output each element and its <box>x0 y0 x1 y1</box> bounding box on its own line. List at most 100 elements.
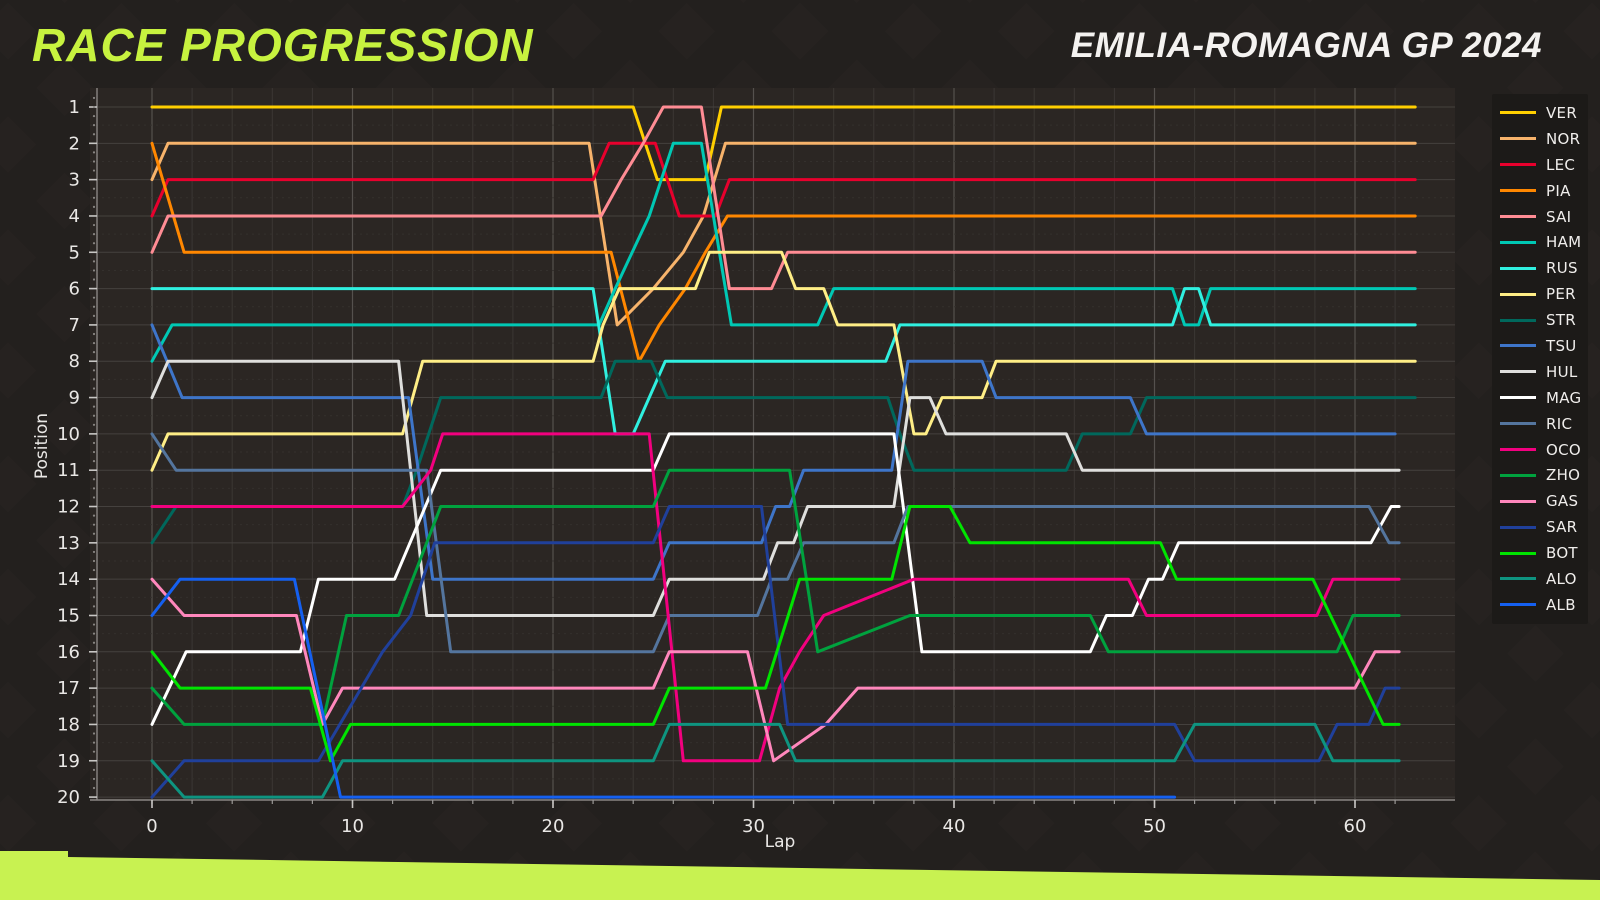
y-minor-tick-dot <box>92 405 96 408</box>
y-minor-tick-dot <box>92 169 96 172</box>
y-tick-label: 4 <box>69 206 80 227</box>
y-minor-tick-dot <box>92 351 96 354</box>
legend-swatch-VER <box>1500 111 1536 115</box>
legend-swatch-STR <box>1500 318 1536 322</box>
y-tick-label: 16 <box>57 642 80 663</box>
y-tick-label: 2 <box>69 133 80 154</box>
legend-swatch-PIA <box>1500 189 1536 193</box>
y-minor-tick-dot <box>92 423 96 426</box>
y-minor-tick-dot <box>92 705 96 708</box>
y-minor-tick-dot <box>92 596 96 599</box>
legend-swatch-BOT <box>1500 551 1536 555</box>
y-minor-tick-dot <box>92 496 96 499</box>
y-axis-title: Position <box>32 412 52 480</box>
legend-swatch-OCO <box>1500 448 1536 452</box>
y-minor-tick-dot <box>92 550 96 554</box>
legend-label: SAR <box>1546 518 1578 537</box>
legend-swatch-TSU <box>1500 344 1536 348</box>
y-minor-tick-dot <box>92 478 96 481</box>
y-minor-tick-dot <box>92 114 96 118</box>
trace-TSU <box>150 323 1397 581</box>
x-tick-label: 10 <box>341 816 364 837</box>
trace-PER <box>150 250 1417 472</box>
x-axis-title: Lap <box>764 832 796 852</box>
legend-label: ZHO <box>1546 466 1581 485</box>
legend-swatch-SAI <box>1500 215 1536 218</box>
x-tick-label: 0 <box>146 816 157 837</box>
y-minor-tick-dot <box>92 605 96 608</box>
y-tick-label: 17 <box>57 678 80 699</box>
legend-label: PER <box>1546 285 1576 304</box>
legend-label: MAG <box>1546 388 1582 407</box>
trace-GAS <box>150 577 1401 763</box>
legend-swatch-PER <box>1500 292 1536 296</box>
y-minor-tick-dot <box>92 460 96 463</box>
event-subtitle: EMILIA-ROMAGNA GP 2024 <box>1070 26 1542 65</box>
legend-item-OCO: OCO <box>1492 438 1588 462</box>
legend-item-MAG: MAG <box>1492 386 1588 410</box>
trace-ALB <box>150 577 1177 799</box>
y-minor-tick-dot <box>92 160 96 163</box>
legend-label: STR <box>1546 311 1577 330</box>
y-minor-tick-dot <box>92 632 96 635</box>
legend-swatch-ZHO <box>1500 473 1536 477</box>
y-minor-tick-dot <box>92 96 96 100</box>
y-minor-tick-dot <box>92 278 96 281</box>
y-minor-tick-dot <box>92 523 96 526</box>
legend-label: HAM <box>1546 233 1582 252</box>
trace-ZHO <box>150 468 1401 726</box>
legend-item-PIA: PIA <box>1492 179 1588 203</box>
legend-label: VER <box>1546 103 1578 122</box>
legend-swatch-LEC <box>1500 163 1536 167</box>
legend-item-SAI: SAI <box>1492 205 1588 229</box>
trace-SAR <box>150 505 1401 799</box>
y-minor-tick-dot <box>92 314 96 317</box>
y-tick-label: 3 <box>69 170 80 191</box>
y-minor-tick-dot <box>92 450 96 454</box>
page-title: RACE PROGRESSION <box>32 19 534 71</box>
legend-swatch-HUL <box>1500 370 1536 374</box>
y-tick-label: 8 <box>69 351 80 372</box>
x-tick-label: 40 <box>943 816 966 837</box>
y-tick-label: 5 <box>69 242 80 263</box>
legend-label: RIC <box>1546 414 1573 433</box>
x-tick-label: 50 <box>1143 816 1166 837</box>
legend-label: NOR <box>1546 129 1581 148</box>
y-minor-tick-dot <box>92 369 96 372</box>
y-tick-label: 9 <box>69 388 80 409</box>
trace-LEC <box>150 141 1417 218</box>
y-minor-tick-dot <box>92 260 96 263</box>
trace-HUL <box>150 359 1401 617</box>
y-minor-tick-dot <box>92 378 96 381</box>
legend-swatch-HAM <box>1500 240 1536 244</box>
legend-swatch-ALO <box>1500 577 1536 581</box>
driver-legend: VER NOR LEC PIA SAI HAM RUS PER STR TSU HUL MAG RIC O… <box>1492 94 1588 624</box>
y-tick-label: 11 <box>57 460 80 481</box>
y-minor-tick-dot <box>92 659 96 662</box>
y-tick-label: 19 <box>57 751 80 772</box>
y-minor-tick-dot <box>92 732 96 735</box>
legend-swatch-SAR <box>1500 525 1536 529</box>
y-tick-label: 10 <box>57 424 80 445</box>
trace-STR <box>150 359 1417 545</box>
trace-MAG <box>150 432 1401 726</box>
y-minor-tick-dot <box>92 750 96 753</box>
x-tick-label: 60 <box>1344 816 1367 837</box>
y-minor-tick-dot <box>92 269 96 272</box>
legend-item-NOR: NOR <box>1492 127 1588 151</box>
y-minor-tick-dot <box>92 677 96 681</box>
legend-swatch-MAG <box>1500 396 1536 400</box>
legend-swatch-NOR <box>1500 137 1536 141</box>
legend-label: HUL <box>1546 362 1578 381</box>
y-minor-tick-dot <box>92 741 96 744</box>
y-minor-tick-dot <box>92 668 96 672</box>
y-minor-tick-dot <box>92 332 96 336</box>
y-tick-label: 18 <box>57 714 80 735</box>
legend-label: ALO <box>1546 569 1577 588</box>
y-minor-tick-dot <box>92 233 96 236</box>
y-minor-tick-dot <box>92 133 96 136</box>
y-tick-label: 12 <box>57 497 80 518</box>
legend-label: SAI <box>1546 207 1572 226</box>
y-minor-tick-dot <box>92 487 96 490</box>
